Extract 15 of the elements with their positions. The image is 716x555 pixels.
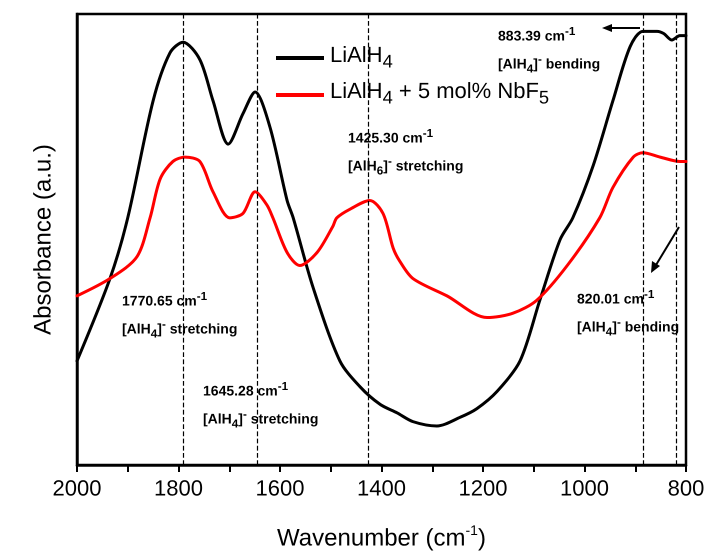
x-tick-label: 1000 xyxy=(560,476,609,500)
legend-label: LiAlH$_{4}$ + 5 mol% NbF$_{5}$ xyxy=(330,77,550,110)
text: 1425.30 cm$^{-1}$ [AlH$_{6}$]$^{-}$ stretching xyxy=(348,127,464,178)
x-tick-label: 1800 xyxy=(154,476,203,500)
y-axis-title: Absorbance (a.u.) xyxy=(30,144,56,335)
x-tick-label: 1200 xyxy=(458,476,508,500)
text: 820.01 cm$^{-1}$ [AlH$_{4}$]$^{-}$ bending xyxy=(577,288,680,338)
x-tick-label: 2000 xyxy=(52,476,102,500)
x-tick-label: 1400 xyxy=(357,476,406,500)
legend-label: LiAlH$_{4}$ xyxy=(330,41,393,74)
x-tick-label: 1600 xyxy=(256,476,304,500)
text: 883.39 cm$^{-1}$ [AlH$_{4}$]$^{-}$ bending xyxy=(498,25,600,76)
text: 1645.28 cm$^{-1}$ [AlH$_{4}$]$^{-}$ stretching xyxy=(203,380,318,430)
x-tick-label: 800 xyxy=(668,476,704,500)
text: 1770.65 cm$^{-1}$ [AlH$_{4}$]$^{-}$ stretching xyxy=(122,290,238,340)
